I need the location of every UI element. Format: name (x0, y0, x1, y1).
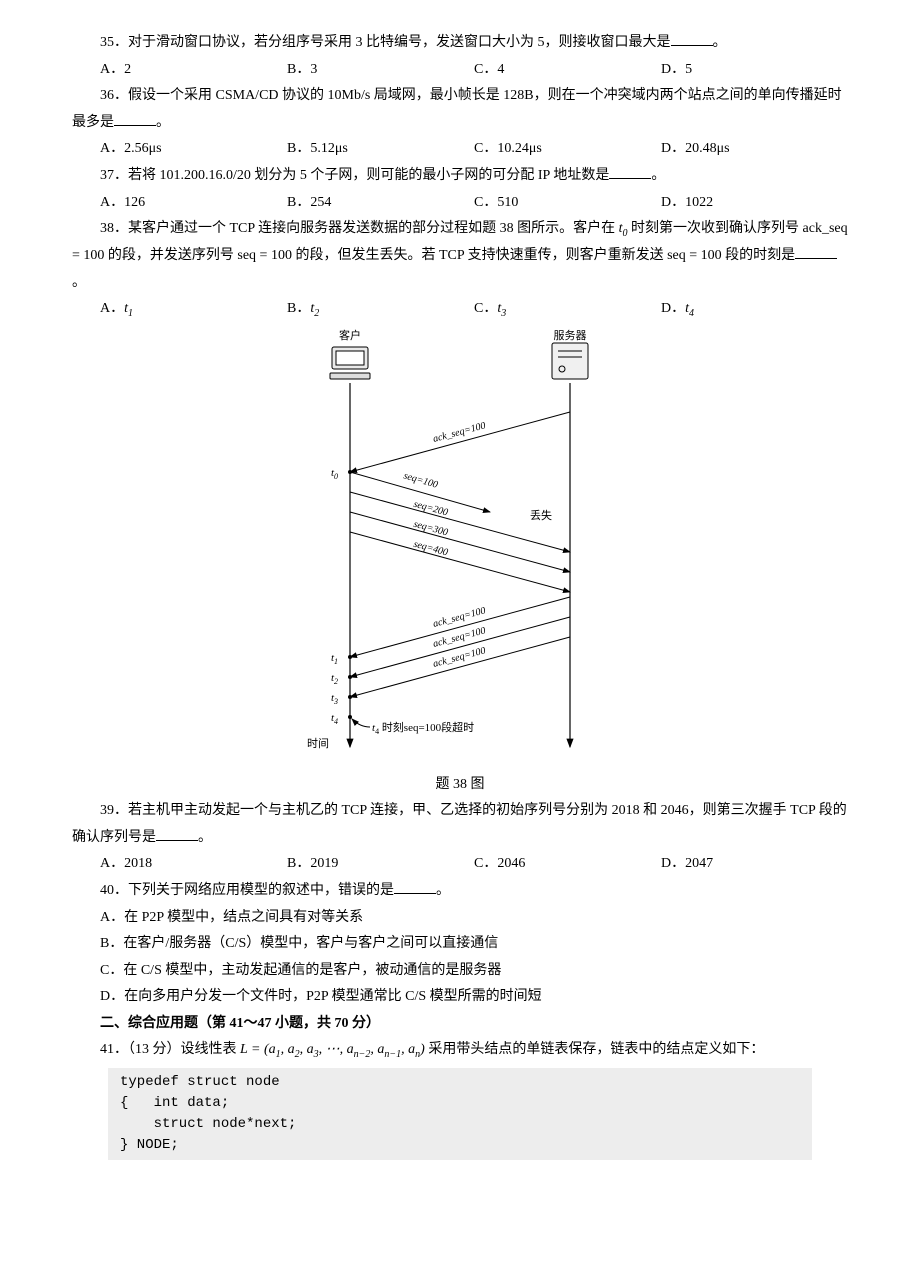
svg-text:seq=200: seq=200 (412, 499, 449, 519)
q36-opt-d: D．20.48μs (661, 136, 848, 163)
q38-options: A．t1 B．t2 C．t3 D．t4 (72, 296, 848, 323)
q40-opt-d: D．在向多用户分发一个文件时，P2P 模型通常比 C/S 模型所需的时间短 (100, 984, 848, 1011)
q39-opt-a: A．2018 (100, 851, 287, 878)
blank (394, 893, 436, 894)
blank (671, 45, 713, 46)
q35-suffix: 。 (713, 35, 727, 50)
svg-text:t3: t3 (331, 692, 338, 706)
section-2-title: 二、综合应用题（第 41～47 小题，共 70 分） (72, 1011, 848, 1038)
server-label: 服务器 (554, 329, 587, 342)
svg-text:ack_seq=100: ack_seq=100 (432, 645, 487, 670)
q37-opt-b: B．254 (287, 190, 474, 217)
q38-pre: 38．某客户通过一个 TCP 连接向服务器发送数据的部分过程如题 38 图所示。… (100, 221, 619, 236)
code-block-node: typedef struct node { int data; struct n… (108, 1068, 812, 1160)
q37-opt-c: C．510 (474, 190, 661, 217)
question-38: 38．某客户通过一个 TCP 连接向服务器发送数据的部分过程如题 38 图所示。… (72, 216, 848, 296)
blank (795, 258, 837, 259)
diagram-caption: 题 38 图 (72, 772, 848, 799)
q39-opt-d: D．2047 (661, 851, 848, 878)
q38-suffix: 。 (72, 275, 86, 290)
q38-opt-d: D．t4 (661, 296, 848, 323)
q37-suffix: 。 (651, 168, 665, 183)
question-39: 39．若主机甲主动发起一个与主机乙的 TCP 连接，甲、乙选择的初始序列号分别为… (72, 798, 848, 851)
q40-text: 40．下列关于网络应用模型的叙述中，错误的是 (100, 883, 394, 898)
client-icon (330, 347, 370, 379)
svg-text:t4: t4 (331, 712, 338, 726)
tcp-diagram-svg: 客户 服务器 时间 t0 t1 t2 t3 t4 ack_seq=100 seq… (270, 327, 650, 757)
client-label: 客户 (339, 328, 361, 342)
q39-text: 39．若主机甲主动发起一个与主机乙的 TCP 连接，甲、乙选择的初始序列号分别为… (72, 803, 847, 845)
lost-label: 丢失 (530, 509, 552, 522)
q36-opt-a: A．2.56μs (100, 136, 287, 163)
code-l2: { int data; (120, 1095, 229, 1111)
q35-opt-b: B．3 (287, 57, 474, 84)
q40-options: A．在 P2P 模型中，结点之间具有对等关系 B．在客户/服务器（C/S）模型中… (72, 905, 848, 1011)
q35-options: A．2 B．3 C．4 D．5 (72, 57, 848, 84)
q40-suffix: 。 (436, 883, 450, 898)
q37-options: A．126 B．254 C．510 D．1022 (72, 190, 848, 217)
server-icon (552, 343, 588, 379)
q38-opt-c: C．t3 (474, 296, 661, 323)
q41-pre: 41．（13 分）设线性表 (100, 1042, 240, 1057)
question-36: 36．假设一个采用 CSMA/CD 协议的 10Mb/s 局域网，最小帧长是 1… (72, 83, 848, 136)
svg-text:seq=300: seq=300 (412, 519, 449, 539)
q40-opt-b: B．在客户/服务器（C/S）模型中，客户与客户之间可以直接通信 (100, 931, 848, 958)
svg-text:seq=100: seq=100 (402, 470, 439, 490)
time-label: 时间 (307, 737, 329, 750)
svg-text:seq=400: seq=400 (412, 539, 449, 559)
svg-text:ack_seq=100: ack_seq=100 (432, 420, 487, 445)
q36-options: A．2.56μs B．5.12μs C．10.24μs D．20.48μs (72, 136, 848, 163)
blank (609, 178, 651, 179)
q38-opt-b: B．t2 (287, 296, 474, 323)
diagram-38: 客户 服务器 时间 t0 t1 t2 t3 t4 ack_seq=100 seq… (72, 327, 848, 768)
q41-formula: L = (a1, a2, a3, ⋯, an−2, an−1, an) (240, 1042, 428, 1057)
question-37: 37．若将 101.200.16.0/20 划分为 5 个子网，则可能的最小子网… (72, 163, 848, 190)
code-l1: typedef struct node (120, 1074, 280, 1090)
q38-opt-a: A．t1 (100, 296, 287, 323)
svg-text:t2: t2 (331, 672, 338, 686)
q39-opt-c: C．2046 (474, 851, 661, 878)
q41-post: 采用带头结点的单链表保存，链表中的结点定义如下： (428, 1042, 764, 1057)
q40-opt-c: C．在 C/S 模型中，主动发起通信的是客户，被动通信的是服务器 (100, 958, 848, 985)
question-35: 35．对于滑动窗口协议，若分组序号采用 3 比特编号，发送窗口大小为 5，则接收… (72, 30, 848, 57)
q36-text: 36．假设一个采用 CSMA/CD 协议的 10Mb/s 局域网，最小帧长是 1… (72, 88, 842, 130)
q36-suffix: 。 (156, 115, 170, 130)
q39-suffix: 。 (198, 830, 212, 845)
q37-opt-d: D．1022 (661, 190, 848, 217)
svg-text:t0: t0 (331, 467, 338, 481)
timeout-label: t4 时刻seq=100段超时 (372, 720, 474, 736)
q36-opt-b: B．5.12μs (287, 136, 474, 163)
q35-opt-c: C．4 (474, 57, 661, 84)
t-labels: t0 t1 t2 t3 t4 (331, 467, 338, 726)
blank (156, 840, 198, 841)
code-l4: } NODE; (120, 1137, 179, 1153)
q35-opt-a: A．2 (100, 57, 287, 84)
question-40: 40．下列关于网络应用模型的叙述中，错误的是 。 (72, 878, 848, 905)
q39-options: A．2018 B．2019 C．2046 D．2047 (72, 851, 848, 878)
q39-opt-b: B．2019 (287, 851, 474, 878)
blank (114, 125, 156, 126)
q35-text: 35．对于滑动窗口协议，若分组序号采用 3 比特编号，发送窗口大小为 5，则接收… (100, 35, 671, 50)
code-l3: struct node*next; (120, 1116, 296, 1132)
q36-opt-c: C．10.24μs (474, 136, 661, 163)
q37-opt-a: A．126 (100, 190, 287, 217)
q37-text: 37．若将 101.200.16.0/20 划分为 5 个子网，则可能的最小子网… (100, 168, 609, 183)
svg-text:t1: t1 (331, 652, 338, 666)
q35-opt-d: D．5 (661, 57, 848, 84)
q40-opt-a: A．在 P2P 模型中，结点之间具有对等关系 (100, 905, 848, 932)
question-41: 41．（13 分）设线性表 L = (a1, a2, a3, ⋯, an−2, … (72, 1037, 848, 1064)
